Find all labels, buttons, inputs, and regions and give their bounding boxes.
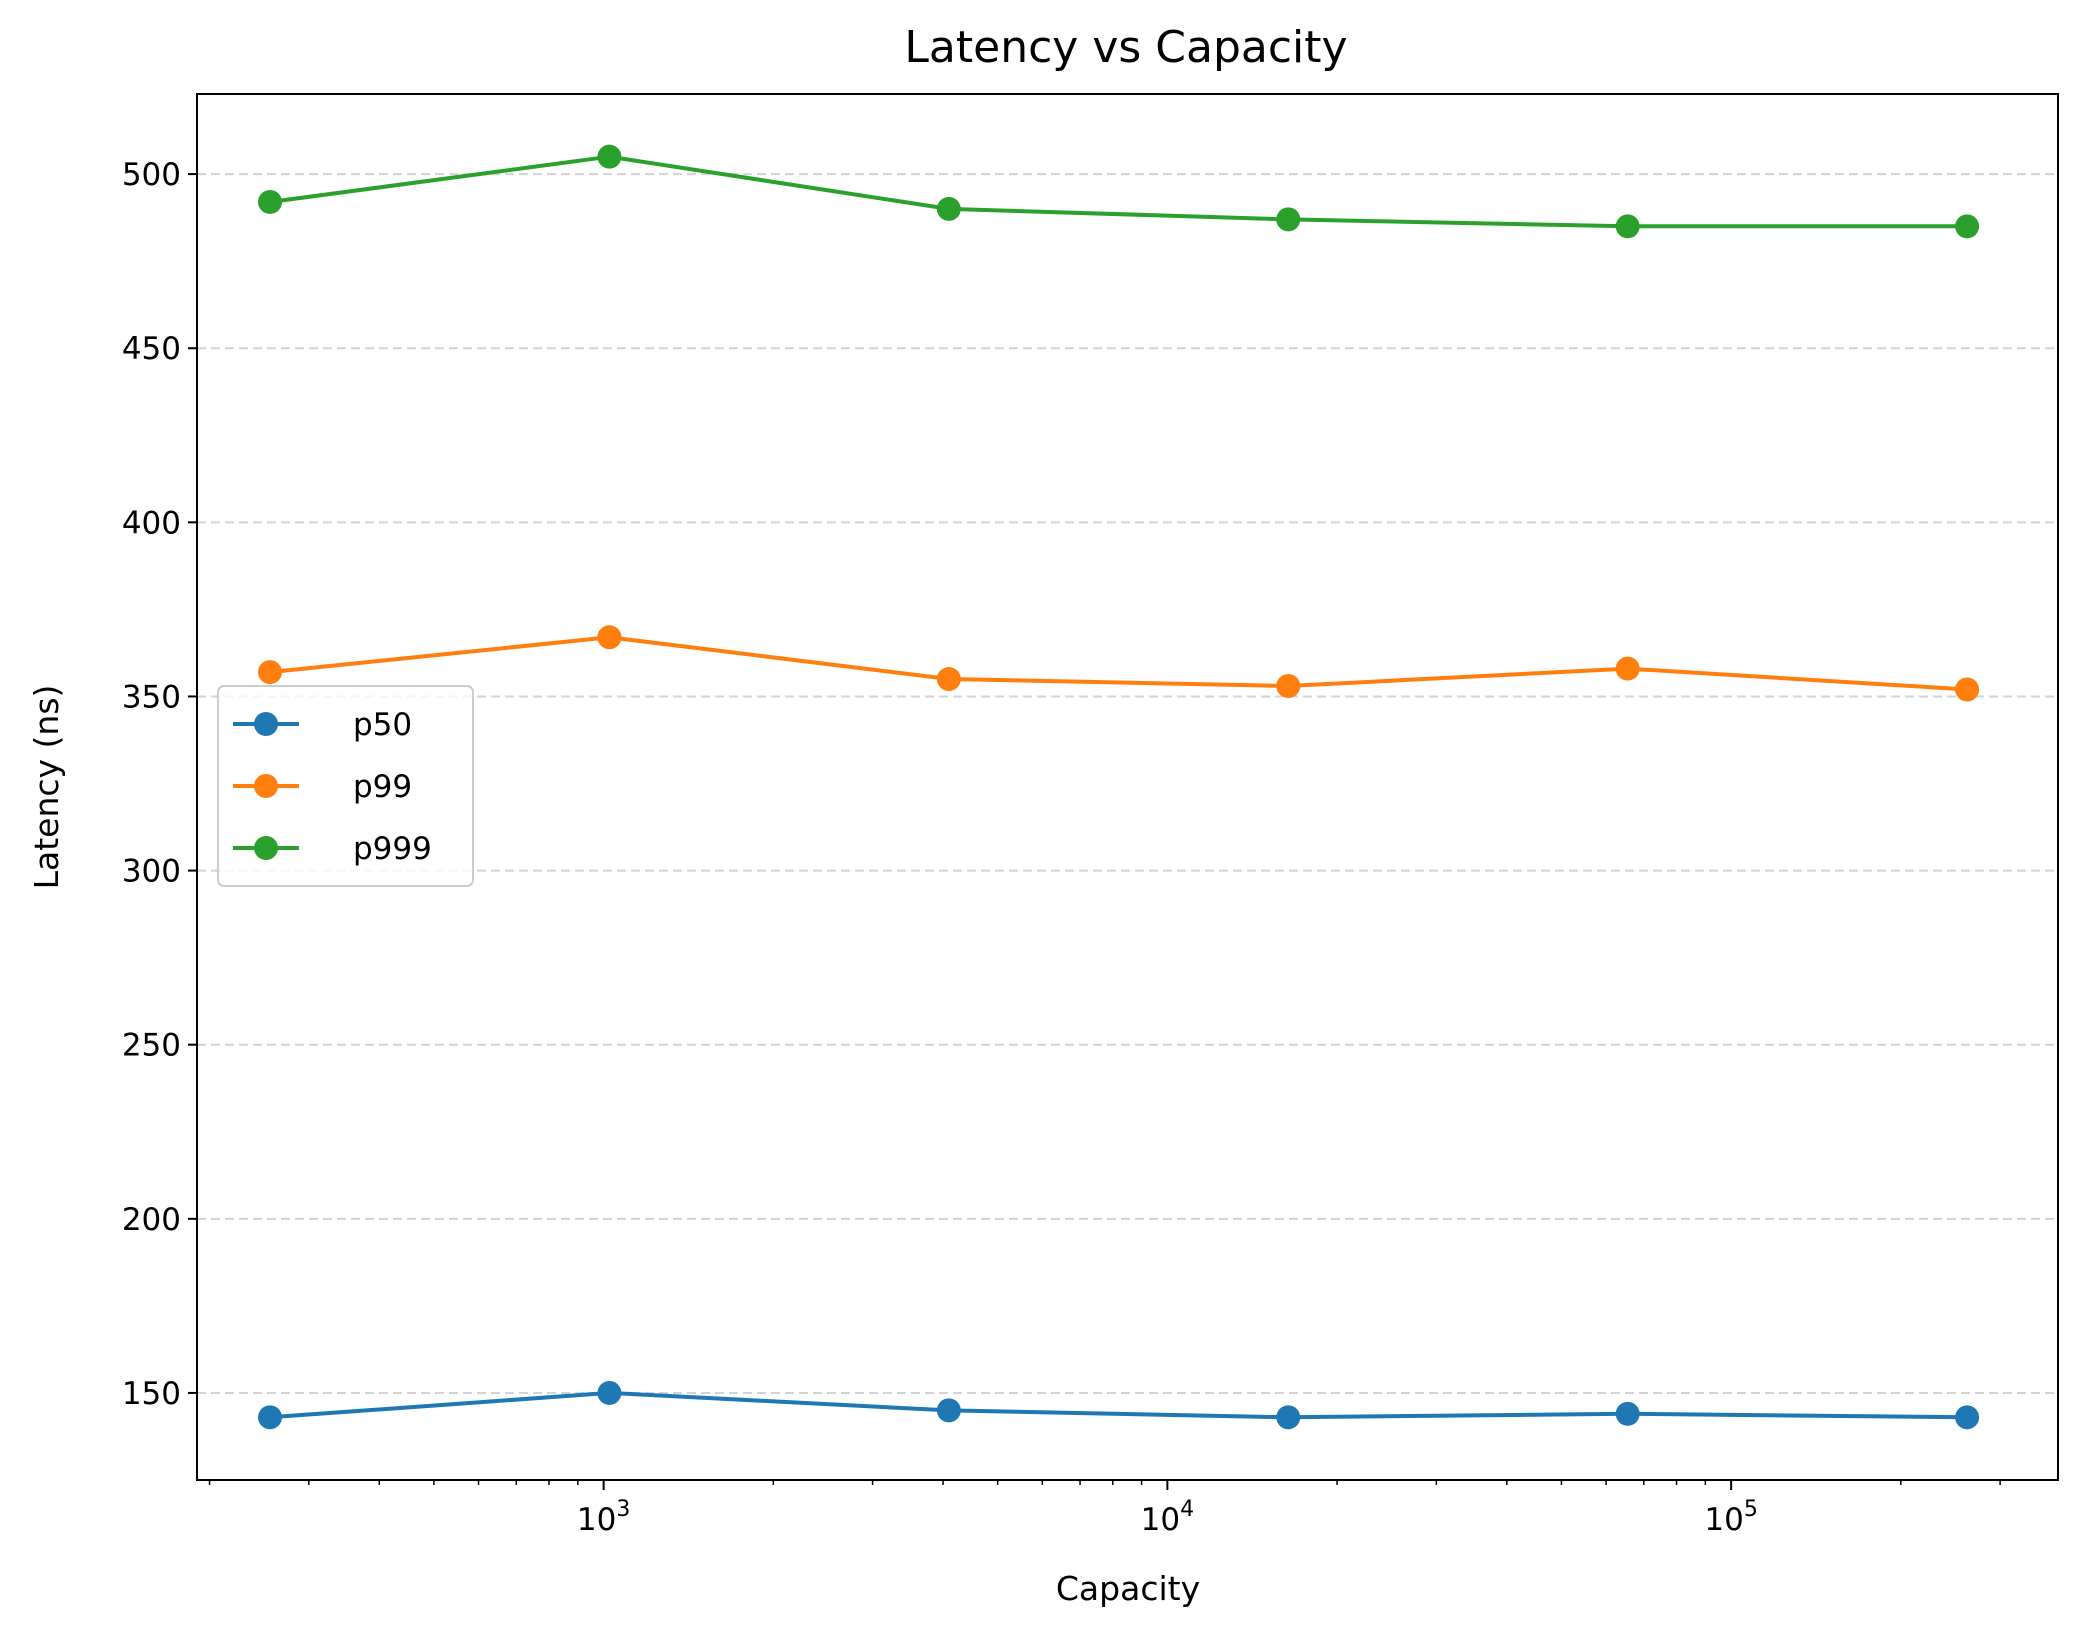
series-p99 xyxy=(257,625,1980,702)
series-p999 xyxy=(257,144,1980,239)
data-point-p999 xyxy=(1615,214,1640,239)
x-tick-label: 105 xyxy=(1704,1497,1757,1538)
data-point-p50 xyxy=(597,1380,622,1405)
data-point-p99 xyxy=(597,625,622,650)
data-point-p999 xyxy=(936,196,961,221)
legend-marker xyxy=(254,836,278,860)
legend-label: p999 xyxy=(353,831,432,867)
x-axis-ticks: 103 104 105 xyxy=(208,1480,2001,1538)
legend-marker xyxy=(254,774,278,798)
legend-label: p50 xyxy=(353,707,412,743)
data-point-p50 xyxy=(936,1398,961,1423)
x-tick-label: 104 xyxy=(1141,1497,1194,1538)
data-point-p50 xyxy=(257,1405,282,1430)
series-layer xyxy=(257,144,1980,1430)
legend: p50 p99 p999 xyxy=(217,685,474,887)
data-point-p999 xyxy=(257,189,282,214)
y-tick-label: 400 xyxy=(122,505,181,541)
legend-item-p99: p99 xyxy=(233,769,412,805)
data-point-p999 xyxy=(1955,214,1980,239)
legend-label: p99 xyxy=(353,769,412,805)
data-point-p99 xyxy=(1955,677,1980,702)
data-point-p50 xyxy=(1955,1405,1980,1430)
data-point-p99 xyxy=(1276,674,1301,699)
data-point-p99 xyxy=(257,660,282,685)
legend-item-p999: p999 xyxy=(233,831,432,867)
y-tick-label: 150 xyxy=(122,1376,181,1412)
x-tick-label-exponent: 5 xyxy=(1744,1497,1758,1522)
legend-box xyxy=(217,685,474,887)
series-line-p50 xyxy=(269,1390,1968,1420)
data-point-p99 xyxy=(936,667,961,692)
chart-title: Latency vs Capacity xyxy=(904,22,1347,73)
grid-lines xyxy=(197,173,2058,1394)
data-point-p50 xyxy=(1615,1401,1640,1426)
x-tick-label-base: 10 xyxy=(1704,1502,1743,1538)
y-tick-label: 300 xyxy=(122,854,181,890)
y-tick-label: 200 xyxy=(122,1202,181,1238)
data-point-p999 xyxy=(1276,207,1301,232)
x-axis-label: Capacity xyxy=(1056,1569,1200,1608)
legend-marker xyxy=(254,712,278,736)
legend-item-p50: p50 xyxy=(233,707,412,743)
y-axis-label: Latency (ns) xyxy=(27,685,66,890)
x-tick-label-exponent: 4 xyxy=(1180,1497,1194,1522)
series-line-p99 xyxy=(269,635,1968,692)
x-tick-label: 103 xyxy=(577,1497,630,1538)
y-tick-label: 500 xyxy=(122,157,181,193)
x-tick-label-base: 10 xyxy=(1141,1502,1180,1538)
y-tick-label: 350 xyxy=(122,679,181,715)
x-tick-label-exponent: 3 xyxy=(616,1497,630,1522)
plot-frame xyxy=(196,93,2059,1481)
x-tick-label-base: 10 xyxy=(577,1502,616,1538)
data-point-p50 xyxy=(1276,1405,1301,1430)
data-point-p99 xyxy=(1615,656,1640,681)
series-line-p999 xyxy=(269,154,1968,229)
series-p50 xyxy=(257,1380,1980,1430)
data-point-p999 xyxy=(597,144,622,169)
y-tick-label: 250 xyxy=(122,1028,181,1064)
y-tick-label: 450 xyxy=(122,331,181,367)
y-axis-ticks: 150 200 250 300 350 400 450 500 xyxy=(122,157,197,1412)
